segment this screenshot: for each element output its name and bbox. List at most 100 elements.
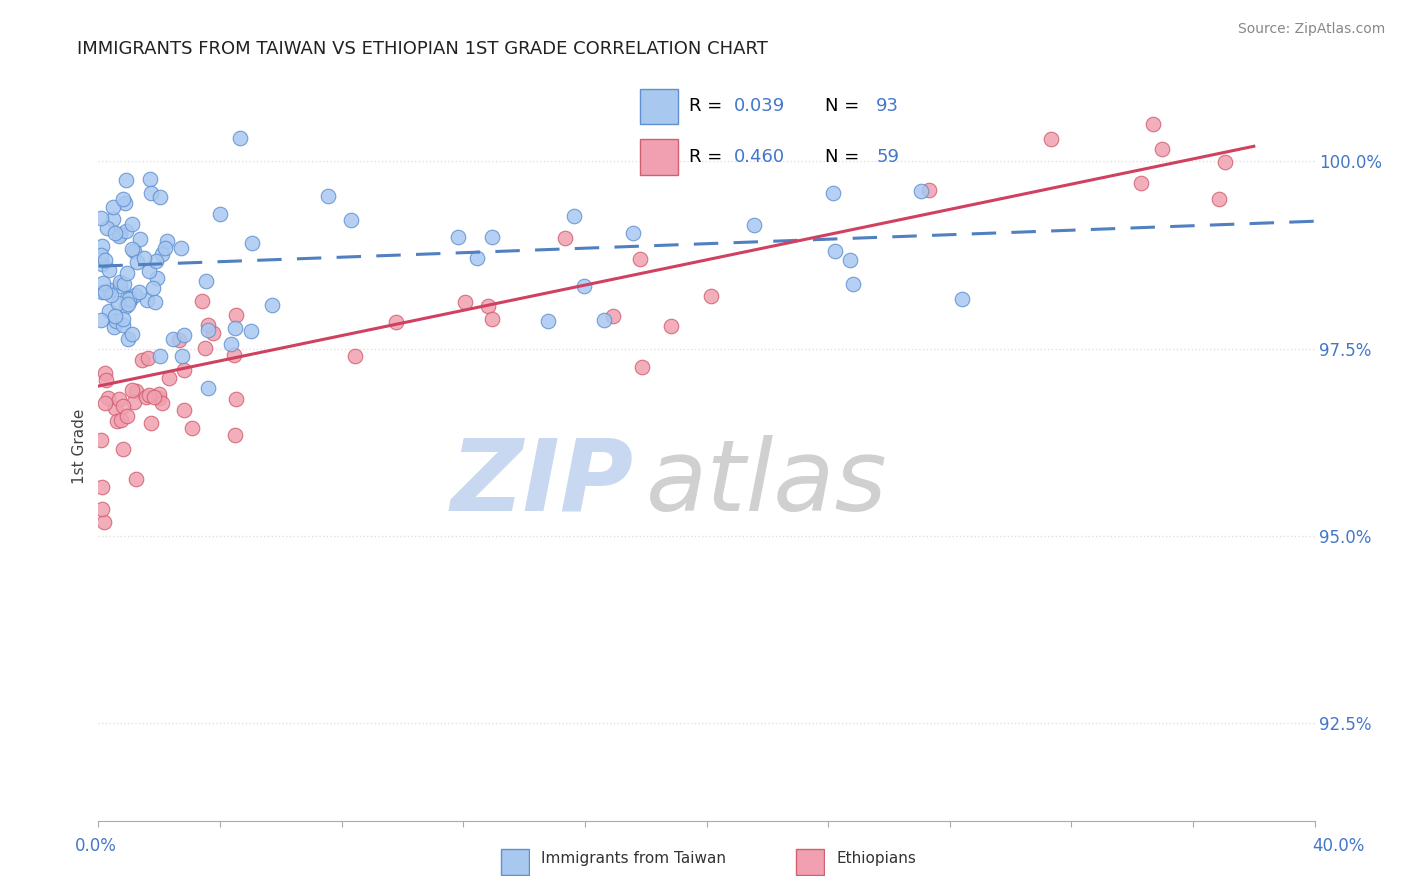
Point (90, 434, 112, 448)
Point (224, 320, 246, 334)
Point (110, 227, 132, 242)
Point (316, 189, 339, 203)
Point (195, 274, 218, 288)
Point (94, 253, 117, 268)
Point (190, 294, 212, 309)
Point (108, 229, 131, 244)
Point (91, 285, 114, 299)
Point (112, 192, 135, 206)
Point (121, 326, 143, 341)
Point (115, 224, 138, 238)
Point (101, 200, 124, 214)
Point (821, 186, 844, 200)
Point (148, 387, 170, 401)
Point (108, 279, 131, 293)
Text: Source: ZipAtlas.com: Source: ZipAtlas.com (1237, 22, 1385, 37)
Point (838, 252, 860, 267)
Point (117, 297, 139, 311)
Text: ZIP: ZIP (450, 435, 634, 532)
Point (139, 186, 162, 200)
Point (240, 235, 263, 250)
Point (197, 318, 219, 333)
Point (112, 277, 135, 292)
Point (104, 227, 127, 241)
Point (194, 341, 217, 355)
Point (94, 285, 117, 299)
Point (94, 366, 117, 380)
Point (554, 230, 576, 244)
Point (121, 218, 143, 232)
Point (141, 416, 163, 430)
Point (135, 390, 157, 404)
Point (101, 212, 124, 227)
Point (115, 409, 138, 424)
Point (98, 284, 121, 298)
Point (824, 244, 846, 258)
Point (97, 304, 120, 318)
Text: Ethiopians: Ethiopians (837, 851, 917, 865)
Point (120, 293, 142, 307)
Point (1213, 155, 1236, 169)
Point (465, 251, 488, 265)
Point (1142, 117, 1164, 131)
Point (918, 184, 941, 198)
Point (100, 287, 122, 301)
Point (229, 131, 252, 145)
Point (104, 314, 127, 328)
Point (700, 289, 723, 303)
Point (952, 292, 974, 306)
Point (97, 391, 120, 405)
Point (142, 281, 165, 295)
Point (91, 277, 114, 291)
Point (90, 211, 112, 226)
Point (114, 196, 136, 211)
Point (340, 212, 363, 227)
Point (107, 296, 129, 310)
Point (225, 308, 247, 322)
Point (128, 285, 150, 299)
Point (90, 257, 112, 271)
Point (222, 348, 245, 362)
Point (240, 325, 263, 339)
Point (630, 359, 652, 374)
Text: IMMIGRANTS FROM TAIWAN VS ETHIOPIAN 1ST GRADE CORRELATION CHART: IMMIGRANTS FROM TAIWAN VS ETHIOPIAN 1ST … (77, 40, 768, 58)
Point (481, 229, 503, 244)
Text: Immigrants from Taiwan: Immigrants from Taiwan (541, 851, 727, 865)
Point (146, 271, 169, 285)
Point (129, 232, 152, 246)
Point (111, 442, 134, 456)
Point (112, 399, 135, 413)
Point (197, 380, 219, 394)
Point (150, 396, 173, 410)
Point (108, 392, 131, 406)
Point (104, 309, 127, 323)
Point (104, 401, 127, 415)
Point (94, 373, 117, 387)
Point (118, 292, 141, 306)
Point (124, 288, 146, 302)
Point (162, 333, 184, 347)
Point (127, 255, 149, 269)
Point (90, 239, 112, 253)
Point (172, 349, 194, 363)
Point (125, 384, 148, 399)
Point (150, 246, 173, 260)
Point (145, 253, 167, 268)
Point (157, 371, 180, 385)
Point (167, 334, 190, 348)
Point (149, 349, 172, 363)
Point (593, 313, 616, 327)
Point (446, 229, 468, 244)
Point (173, 327, 195, 342)
Point (201, 326, 224, 341)
Point (562, 209, 585, 223)
Point (134, 251, 156, 265)
Point (742, 218, 765, 232)
Point (170, 241, 193, 255)
Point (136, 293, 159, 307)
Point (148, 391, 170, 405)
Point (385, 315, 408, 329)
FancyBboxPatch shape (501, 849, 529, 874)
Point (209, 207, 232, 221)
Point (108, 275, 131, 289)
